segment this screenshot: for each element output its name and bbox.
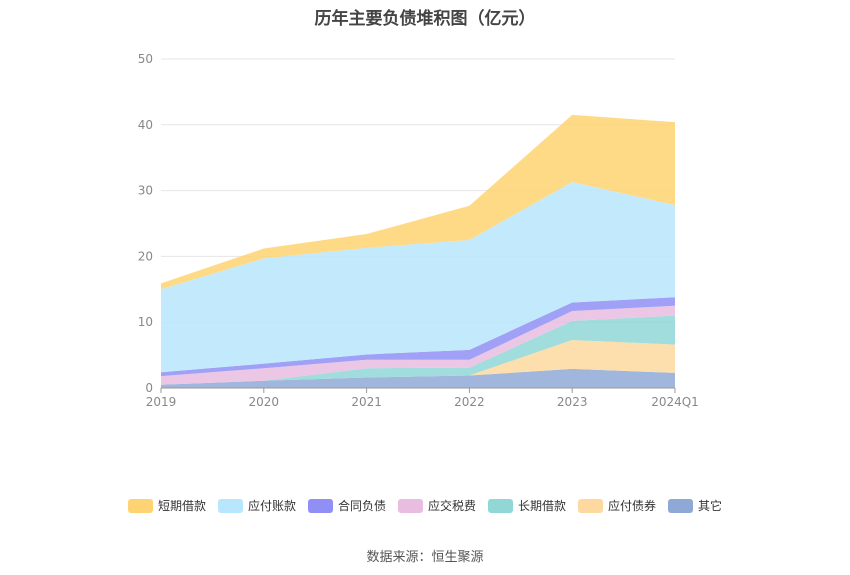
legend-item-5[interactable]: 长期借款 [488,497,566,514]
x-tick-label: 2022 [454,395,485,409]
y-tick-label: 20 [138,249,153,263]
legend-swatch [488,498,513,513]
y-tick-label: 0 [145,381,153,395]
legend-item-3[interactable]: 合同负债 [307,497,386,514]
y-tick-label: 30 [138,184,153,198]
chart-title: 历年主要负债堆积图（亿元） [314,9,536,29]
area-series-6 [161,182,675,373]
legend-swatch [217,498,243,513]
area-series-5 [161,297,675,377]
area-series-1 [161,368,675,388]
area-series-3 [161,315,675,385]
area-series [161,114,675,388]
legend-item-7[interactable]: 其它 [668,497,722,514]
legend-swatch [578,498,604,513]
x-tick-label: 2019 [146,395,177,409]
legend-item-6[interactable]: 应付债券 [578,497,656,514]
x-tick-label: 2024Q1 [651,395,699,409]
legend-item-1[interactable]: 短期借款 [127,497,206,514]
legend-label: 应付账款 [247,499,296,513]
y-tick-label: 10 [138,315,153,329]
legend-label: 应付债券 [608,499,657,513]
y-tick-label: 40 [138,118,153,132]
y-tick-label: 50 [138,52,153,66]
area-series-4 [161,305,675,385]
legend-item-2[interactable]: 应付账款 [217,497,296,514]
legend-label: 应交税费 [427,499,476,513]
legend: 短期借款 应付账款 合同负债 应交税费 长期借款 应付债券 其它 [0,497,850,514]
x-tick-label: 2020 [249,395,280,409]
legend-swatch [397,498,423,513]
legend-label: 长期借款 [518,499,567,513]
axes: 0 10 20 30 40 50 2019 2020 2021 2022 2023 2024Q1 [138,52,699,409]
area-series-2 [161,339,675,385]
legend-swatch [307,498,333,513]
x-tick-label: 2021 [351,395,382,409]
legend-label: 短期借款 [157,499,206,513]
legend-item-4[interactable]: 应交税费 [397,497,476,514]
legend-swatch [668,498,694,513]
area-series-7 [161,114,675,290]
legend-label: 合同负债 [337,499,386,513]
source-note: 数据来源：恒生聚源 [366,550,484,565]
legend-label: 其它 [698,499,723,513]
legend-swatch [127,498,153,513]
x-tick-label: 2023 [557,395,588,409]
